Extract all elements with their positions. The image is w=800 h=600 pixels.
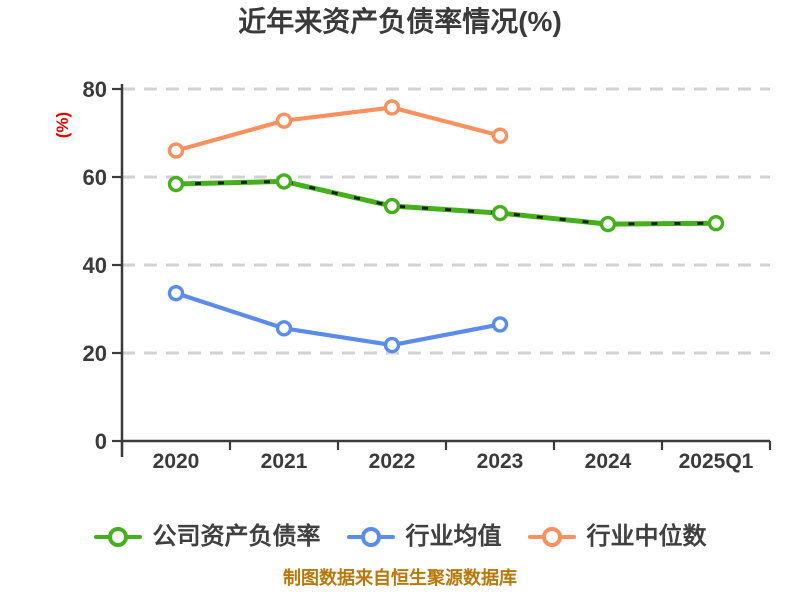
legend-label: 行业中位数	[586, 523, 707, 550]
x-tick-label: 2024	[585, 450, 632, 473]
data-point-marker	[167, 175, 185, 193]
data-source-note: 制图数据来自恒生聚源数据库	[283, 568, 517, 588]
x-tick-label: 2022	[369, 450, 416, 473]
data-point-marker	[383, 336, 401, 354]
data-point-marker	[707, 214, 725, 232]
series-company-debt-ratio	[167, 173, 725, 233]
x-tick-label: 2021	[261, 450, 308, 473]
x-axis-ticks: 2020 2021 2022 2023 2024 2025Q1	[120, 441, 772, 473]
series-industry-median	[167, 99, 509, 159]
x-tick-label: 2020	[153, 450, 200, 473]
data-point-marker	[275, 320, 293, 337]
y-axis-ticks: 0 20 40 60 80	[83, 77, 122, 454]
legend-marker-icon	[527, 527, 576, 547]
x-tick-label: 2023	[477, 450, 524, 473]
legend-item-industry-median: 行业中位数	[527, 522, 707, 552]
data-point-marker	[491, 127, 509, 144]
data-point-marker	[167, 142, 185, 159]
line-value-marks	[175, 179, 717, 226]
series-industry-average	[167, 284, 509, 354]
y-tick-label: 20	[83, 341, 107, 366]
chart-title: 近年来资产负债率情况(%)	[238, 6, 562, 37]
data-point-marker	[491, 204, 509, 222]
data-point-marker	[275, 173, 293, 190]
legend-marker-icon	[93, 527, 142, 547]
x-tick-label: 2025Q1	[679, 450, 754, 473]
data-point-marker	[491, 316, 509, 333]
y-tick-label: 60	[83, 165, 107, 190]
legend-item-company-debt-ratio: 公司资产负债率	[93, 522, 321, 552]
data-point-marker	[383, 197, 401, 215]
legend-marker-icon	[346, 527, 395, 547]
legend-label: 行业均值	[405, 523, 502, 550]
y-tick-label: 40	[83, 253, 107, 278]
data-point-marker	[275, 112, 293, 129]
data-point-marker	[383, 99, 401, 116]
legend: 公司资产负债率 行业均值 行业中位数	[0, 520, 800, 554]
data-point-marker	[599, 215, 617, 233]
y-tick-label: 0	[95, 429, 107, 454]
data-point-marker	[167, 284, 185, 302]
y-tick-label: 80	[83, 77, 107, 102]
gridlines	[122, 87, 770, 355]
legend-label: 公司资产负债率	[152, 523, 321, 550]
legend-item-industry-average: 行业均值	[346, 522, 502, 552]
